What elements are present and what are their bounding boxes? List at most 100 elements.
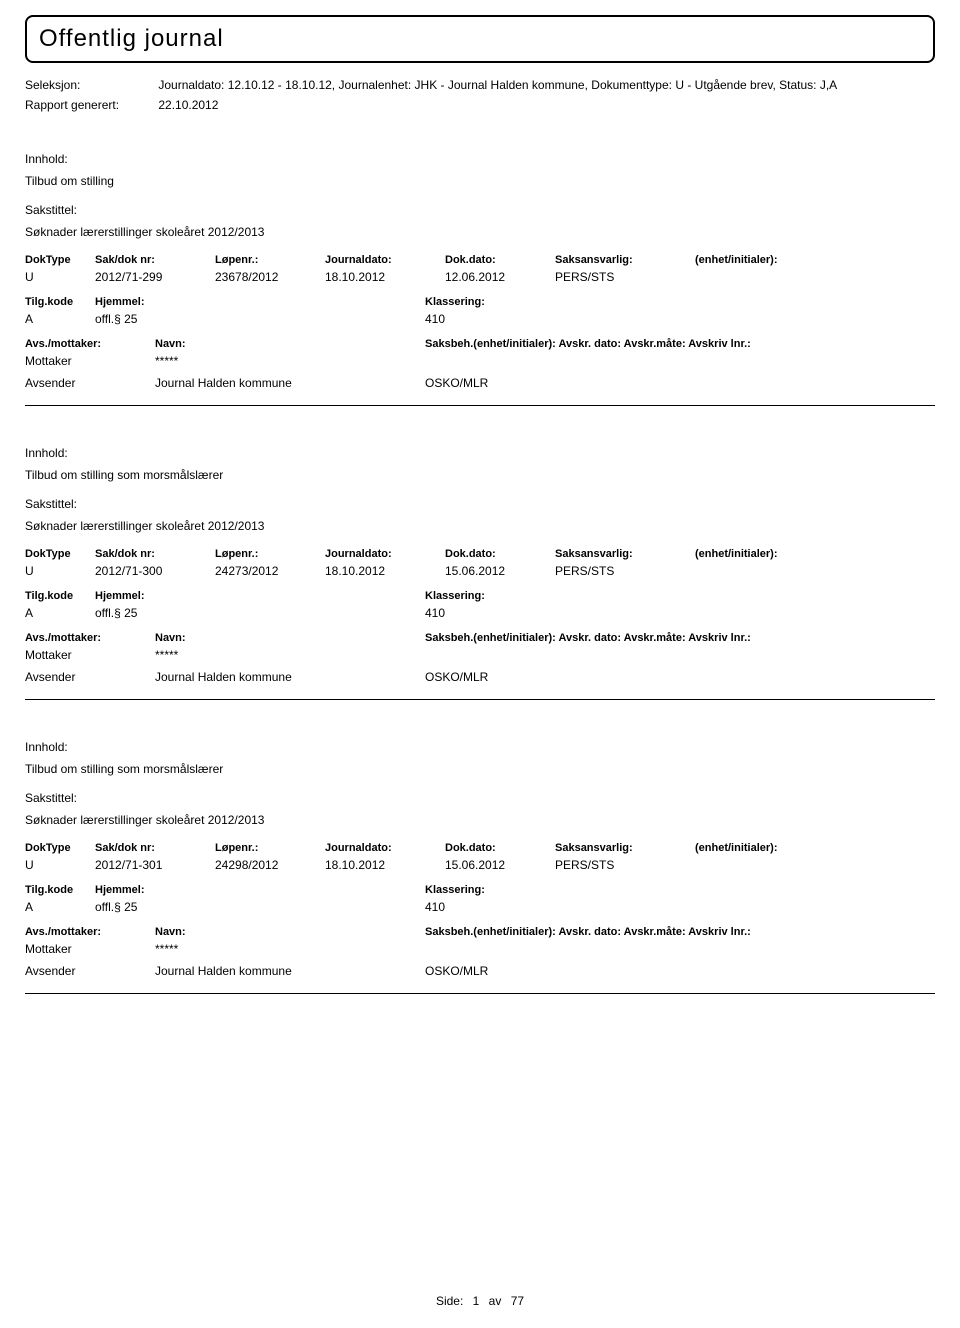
enhet-value (695, 858, 815, 872)
enhet-header: (enhet/initialer): (695, 548, 815, 560)
mottaker-navn: ***** (155, 648, 425, 662)
sakstittel-value: Søknader lærerstillinger skoleåret 2012/… (25, 813, 935, 827)
journaldato-header: Journaldato: (325, 842, 445, 854)
dokdato-value: 12.06.2012 (445, 270, 555, 284)
klassering-header: Klassering: (425, 296, 625, 308)
sakdok-header: Sak/dok nr: (95, 254, 215, 266)
mottaker-label: Mottaker (25, 354, 155, 368)
mottaker-header: Avs./mottaker: Navn: Saksbeh.(enhet/init… (25, 632, 935, 644)
sakstittel-label: Sakstittel: (25, 791, 935, 805)
avsender-code: OSKO/MLR (425, 670, 625, 684)
journal-entry: Innhold: Tilbud om stilling som morsmåls… (25, 740, 935, 994)
innhold-value: Tilbud om stilling som morsmålslærer (25, 762, 935, 776)
dokdato-header: Dok.dato: (445, 548, 555, 560)
journaldato-value: 18.10.2012 (325, 564, 445, 578)
table-header: DokType Sak/dok nr: Løpenr.: Journaldato… (25, 254, 935, 266)
tilg-row: A offl.§ 25 410 (25, 900, 935, 914)
saksansvarlig-value: PERS/STS (555, 270, 695, 284)
mottaker-header: Avs./mottaker: Navn: Saksbeh.(enhet/init… (25, 926, 935, 938)
mottaker-label: Mottaker (25, 648, 155, 662)
title-box: Offentlig journal (25, 15, 935, 63)
journaldato-header: Journaldato: (325, 254, 445, 266)
side-label: Side: (436, 1294, 463, 1308)
doktype-header: DokType (25, 254, 95, 266)
saksbeh-header: Saksbeh.(enhet/initialer): Avskr. dato: … (425, 338, 795, 350)
saksansvarlig-value: PERS/STS (555, 564, 695, 578)
doktype-value: U (25, 858, 95, 872)
table-row: U 2012/71-299 23678/2012 18.10.2012 12.0… (25, 270, 935, 284)
sakstittel-label: Sakstittel: (25, 203, 935, 217)
hjemmel-value: offl.§ 25 (95, 312, 425, 326)
journaldato-value: 18.10.2012 (325, 858, 445, 872)
avsmottaker-header: Avs./mottaker: (25, 926, 155, 938)
table-row: U 2012/71-301 24298/2012 18.10.2012 15.0… (25, 858, 935, 872)
page-title: Offentlig journal (39, 25, 921, 53)
tilg-row: A offl.§ 25 410 (25, 606, 935, 620)
doktype-value: U (25, 270, 95, 284)
tilg-row: A offl.§ 25 410 (25, 312, 935, 326)
saksbeh-value (425, 354, 795, 368)
saksansvarlig-value: PERS/STS (555, 858, 695, 872)
enhet-header: (enhet/initialer): (695, 842, 815, 854)
hjemmel-header: Hjemmel: (95, 296, 425, 308)
lopenr-header: Løpenr.: (215, 254, 325, 266)
lopenr-value: 24298/2012 (215, 858, 325, 872)
avsender-label: Avsender (25, 376, 155, 390)
tilgkode-header: Tilg.kode (25, 590, 95, 602)
rapport-label: Rapport generert: (25, 98, 155, 112)
tilg-header: Tilg.kode Hjemmel: Klassering: (25, 590, 935, 602)
page-footer: Side: 1 av 77 (436, 1294, 524, 1308)
sakdok-header: Sak/dok nr: (95, 842, 215, 854)
navn-header: Navn: (155, 926, 425, 938)
hjemmel-header: Hjemmel: (95, 590, 425, 602)
hjemmel-value: offl.§ 25 (95, 900, 425, 914)
avsender-code: OSKO/MLR (425, 964, 625, 978)
saksbeh-header: Saksbeh.(enhet/initialer): Avskr. dato: … (425, 632, 795, 644)
lopenr-header: Løpenr.: (215, 548, 325, 560)
innhold-value: Tilbud om stilling (25, 174, 935, 188)
doktype-header: DokType (25, 548, 95, 560)
lopenr-header: Løpenr.: (215, 842, 325, 854)
mottaker-navn: ***** (155, 354, 425, 368)
saksansvarlig-header: Saksansvarlig: (555, 254, 695, 266)
rapport-value: 22.10.2012 (158, 98, 218, 112)
mottaker-label: Mottaker (25, 942, 155, 956)
sakstittel-label: Sakstittel: (25, 497, 935, 511)
tilg-header: Tilg.kode Hjemmel: Klassering: (25, 296, 935, 308)
klassering-value: 410 (425, 606, 625, 620)
avsender-label: Avsender (25, 670, 155, 684)
enhet-value (695, 270, 815, 284)
sakdok-value: 2012/71-301 (95, 858, 215, 872)
saksansvarlig-header: Saksansvarlig: (555, 548, 695, 560)
enhet-value (695, 564, 815, 578)
saksansvarlig-header: Saksansvarlig: (555, 842, 695, 854)
dokdato-value: 15.06.2012 (445, 858, 555, 872)
hjemmel-value: offl.§ 25 (95, 606, 425, 620)
dokdato-value: 15.06.2012 (445, 564, 555, 578)
klassering-header: Klassering: (425, 884, 625, 896)
avsender-code: OSKO/MLR (425, 376, 625, 390)
page-total: 77 (511, 1294, 524, 1308)
saksbeh-header: Saksbeh.(enhet/initialer): Avskr. dato: … (425, 926, 795, 938)
avsender-label: Avsender (25, 964, 155, 978)
lopenr-value: 23678/2012 (215, 270, 325, 284)
journaldato-value: 18.10.2012 (325, 270, 445, 284)
rapport-row: Rapport generert: 22.10.2012 (25, 98, 935, 112)
navn-header: Navn: (155, 632, 425, 644)
sakdok-value: 2012/71-299 (95, 270, 215, 284)
avsender-row: Avsender Journal Halden kommune OSKO/MLR (25, 376, 935, 390)
mottaker-row: Mottaker ***** (25, 354, 935, 368)
journaldato-header: Journaldato: (325, 548, 445, 560)
seleksjon-label: Seleksjon: (25, 78, 155, 92)
avsender-row: Avsender Journal Halden kommune OSKO/MLR (25, 670, 935, 684)
sakstittel-value: Søknader lærerstillinger skoleåret 2012/… (25, 225, 935, 239)
saksbeh-value (425, 648, 795, 662)
tilgkode-value: A (25, 606, 95, 620)
mottaker-navn: ***** (155, 942, 425, 956)
mottaker-row: Mottaker ***** (25, 942, 935, 956)
mottaker-header: Avs./mottaker: Navn: Saksbeh.(enhet/init… (25, 338, 935, 350)
sakstittel-value: Søknader lærerstillinger skoleåret 2012/… (25, 519, 935, 533)
innhold-value: Tilbud om stilling som morsmålslærer (25, 468, 935, 482)
seleksjon-value: Journaldato: 12.10.12 - 18.10.12, Journa… (158, 78, 858, 92)
avsender-value: Journal Halden kommune (155, 670, 425, 684)
